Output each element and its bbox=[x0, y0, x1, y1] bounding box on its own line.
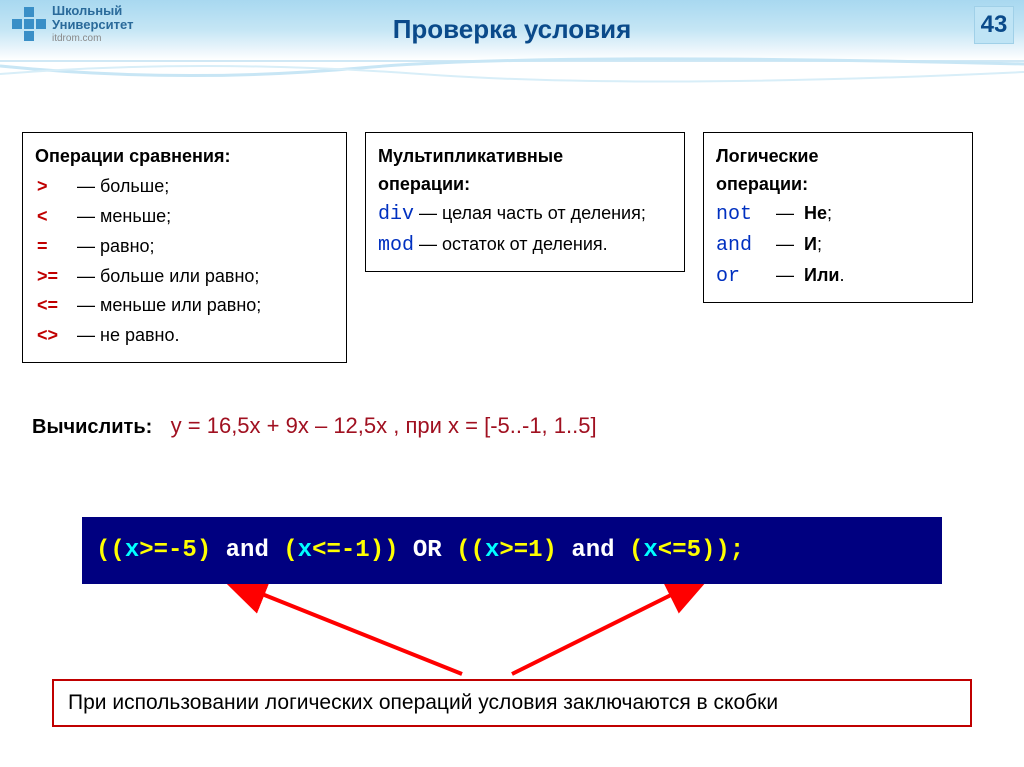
op-desc: — меньше или равно; bbox=[77, 292, 261, 320]
op-symbol: > bbox=[37, 176, 48, 196]
slide-title: Проверка условия bbox=[393, 14, 632, 45]
comparison-row: <> — не равно. bbox=[37, 322, 261, 350]
logical-row: and — И; bbox=[716, 230, 960, 261]
keyword: or bbox=[716, 261, 771, 292]
arrows-icon bbox=[82, 584, 942, 679]
code-block: ((x>=-5) and (x<=-1)) OR ((x>=1) and (x<… bbox=[82, 517, 942, 584]
op-desc: И bbox=[804, 234, 817, 254]
logical-row: or — Или. bbox=[716, 261, 960, 292]
logical-title: Логические операции: bbox=[716, 143, 960, 199]
logical-row: not — Не; bbox=[716, 199, 960, 230]
header-wave bbox=[0, 56, 1024, 86]
op-symbol: < bbox=[37, 206, 48, 226]
keyword: and bbox=[716, 230, 771, 261]
op-desc: Или bbox=[804, 265, 839, 285]
info-boxes-row: Операции сравнения: > — больше; < — меньше… bbox=[22, 132, 1002, 363]
multiplicative-row: div — целая часть от деления; bbox=[378, 199, 672, 230]
comparison-row: <= — меньше или равно; bbox=[37, 292, 261, 320]
multiplicative-box: Мультипликативные операции: div — целая … bbox=[365, 132, 685, 272]
calculate-line: Вычислить: y = 16,5x + 9x – 12,5x , при … bbox=[22, 413, 1002, 439]
op-symbol: >= bbox=[37, 266, 58, 286]
comparison-row: >= — больше или равно; bbox=[37, 263, 261, 291]
comparison-table: > — больше; < — меньше; = — равно; >= — боль… bbox=[35, 171, 263, 352]
logo: Школьный Университет itdrom.com bbox=[12, 4, 133, 44]
op-desc: — больше; bbox=[77, 173, 261, 201]
comparison-row: = — равно; bbox=[37, 233, 261, 261]
op-desc: Не bbox=[804, 203, 827, 223]
op-desc: — не равно. bbox=[77, 322, 261, 350]
slide-content: Операции сравнения: > — больше; < — меньше… bbox=[0, 132, 1024, 727]
keyword: mod bbox=[378, 234, 414, 257]
op-symbol: = bbox=[37, 236, 48, 256]
page-number: 43 bbox=[974, 6, 1014, 44]
logical-box: Логические операции: not — Не; and — И; … bbox=[703, 132, 973, 303]
calculate-expression: y = 16,5x + 9x – 12,5x , при x = [-5..-1… bbox=[171, 413, 597, 438]
logo-line1: Школьный bbox=[52, 4, 133, 18]
comparison-title: Операции сравнения: bbox=[35, 143, 334, 171]
op-symbol: <> bbox=[37, 325, 58, 345]
multiplicative-row: mod — остаток от деления. bbox=[378, 230, 672, 261]
op-desc: — равно; bbox=[77, 233, 261, 261]
logo-line2: Университет bbox=[52, 18, 133, 32]
comparison-row: < — меньше; bbox=[37, 203, 261, 231]
op-desc: — меньше; bbox=[77, 203, 261, 231]
slide-header: Школьный Университет itdrom.com Проверка… bbox=[0, 0, 1024, 62]
note-box: При использовании логических операций ус… bbox=[52, 679, 972, 727]
op-symbol: <= bbox=[37, 295, 58, 315]
note-text: При использовании логических операций ус… bbox=[68, 691, 778, 714]
op-desc: — остаток от деления. bbox=[414, 234, 608, 254]
keyword: div bbox=[378, 203, 414, 226]
logo-text: Школьный Университет itdrom.com bbox=[52, 4, 133, 44]
op-desc: — больше или равно; bbox=[77, 263, 261, 291]
calculate-label: Вычислить: bbox=[32, 416, 152, 438]
multiplicative-title: Мультипликативные операции: bbox=[378, 143, 672, 199]
comparison-box: Операции сравнения: > — больше; < — меньше… bbox=[22, 132, 347, 363]
logo-icon bbox=[12, 7, 46, 41]
logo-sub: itdrom.com bbox=[52, 33, 133, 44]
keyword: not bbox=[716, 199, 771, 230]
comparison-row: > — больше; bbox=[37, 173, 261, 201]
op-desc: — целая часть от деления; bbox=[414, 203, 646, 223]
